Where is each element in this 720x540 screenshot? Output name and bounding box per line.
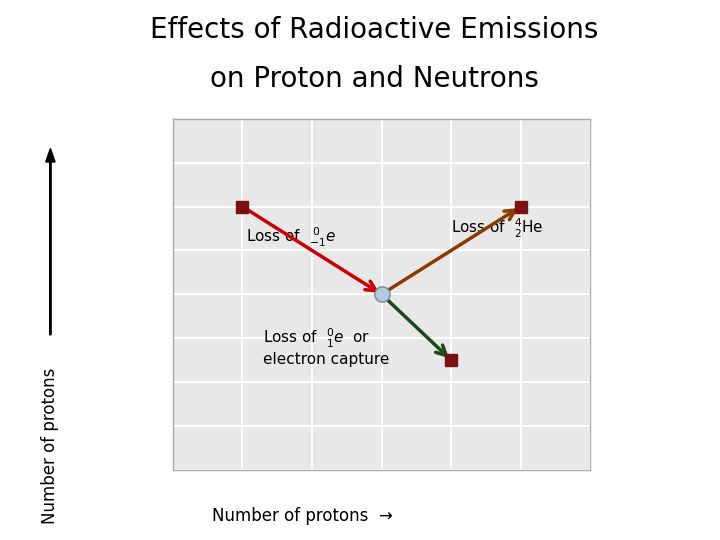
Text: Loss of  $\mathregular{^{4}_{2}}$He: Loss of $\mathregular{^{4}_{2}}$He	[451, 217, 544, 240]
Text: on Proton and Neutrons: on Proton and Neutrons	[210, 65, 539, 93]
Text: Loss of  $\mathregular{^{0}_{1}}e$  or
electron capture: Loss of $\mathregular{^{0}_{1}}e$ or ele…	[264, 327, 390, 367]
Text: Effects of Radioactive Emissions: Effects of Radioactive Emissions	[150, 16, 598, 44]
Text: Loss of  $\mathregular{^{\ 0}_{-1}}e$: Loss of $\mathregular{^{\ 0}_{-1}}e$	[246, 226, 336, 249]
Text: Number of protons: Number of protons	[42, 367, 60, 524]
Text: Number of protons  →: Number of protons →	[212, 507, 393, 525]
